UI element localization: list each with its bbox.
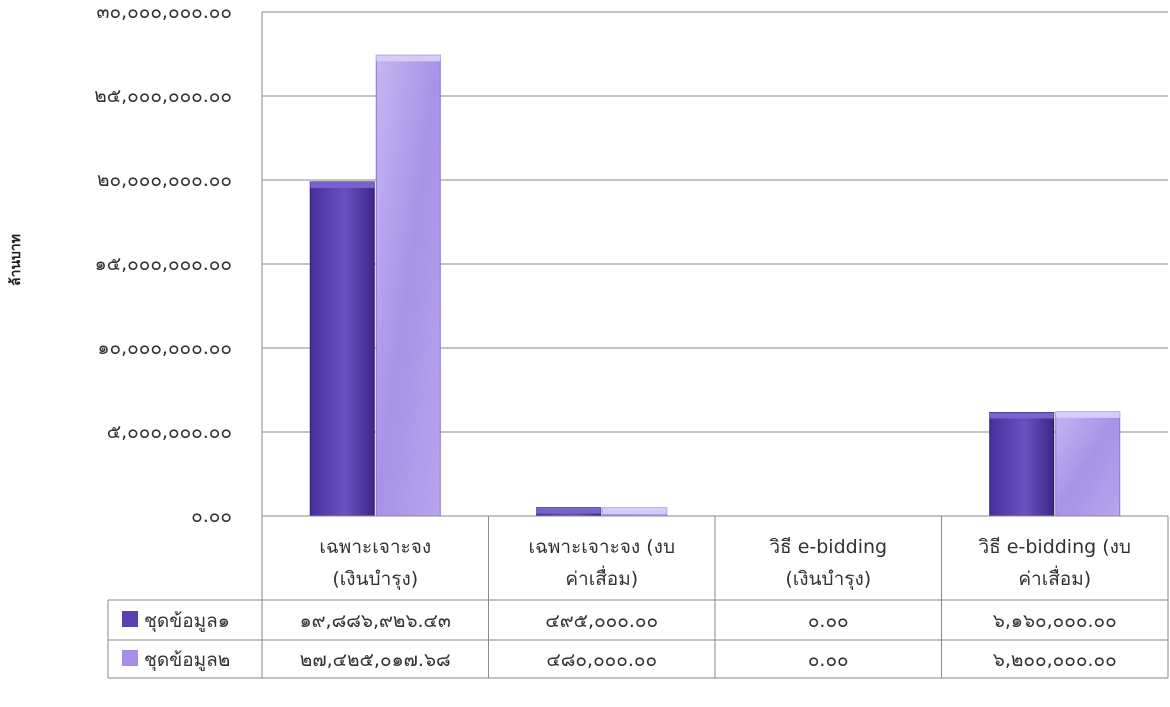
y-axis: ๐.๐๐ ๕,๐๐๐,๐๐๐.๐๐ ๑๐,๐๐๐,๐๐๐.๐๐ ๑๕,๐๐๐,๐๐๐.… (94, 1, 232, 527)
y-tick-label: ๒๕,๐๐๐,๐๐๐.๐๐ (94, 85, 232, 107)
bars (310, 55, 1120, 516)
data-table: เฉพาะเจาะจง (เงินบำรุง) เฉพาะเจาะจง (งบค่า… (108, 516, 1168, 678)
category-label: ค่าเสื่อม) (1018, 565, 1091, 590)
category-label: ค่าเสื่อม) (565, 565, 638, 590)
bar-body (310, 182, 374, 516)
legend-label: ชุดข้อมูล๑ (144, 610, 230, 633)
bar-top (537, 508, 601, 514)
bar-top (376, 55, 440, 61)
category-label: เฉพาะเจาะจง (319, 536, 431, 558)
y-tick-label: ๐.๐๐ (191, 505, 232, 527)
data-label: ๖,๑๖๐,๐๐๐.๐๐ (993, 610, 1117, 632)
category-label: เฉพาะเจาะจง (งบ (528, 536, 675, 558)
data-label: ๔๙๕,๐๐๐.๐๐ (545, 610, 658, 632)
category-label: วิธี e-bidding (769, 536, 887, 558)
bar (537, 508, 601, 516)
y-tick-label: ๒๐,๐๐๐,๐๐๐.๐๐ (97, 169, 232, 191)
bar (1056, 412, 1120, 516)
data-label: ๐.๐๐ (808, 610, 849, 632)
category-label: (เงินบำรุง) (332, 568, 418, 591)
bar-top (603, 508, 667, 514)
bar-top (1056, 412, 1120, 418)
data-label: ๐.๐๐ (808, 649, 849, 671)
bar-top (310, 182, 374, 188)
bar-body (376, 55, 440, 516)
bar-body (1056, 412, 1120, 516)
legend-label: ชุดข้อมูล๒ (144, 649, 230, 672)
bar-top (990, 413, 1054, 419)
data-label: ๑๙,๘๘๖,๙๒๖.๔๓ (300, 610, 451, 632)
y-tick-label: ๑๕,๐๐๐,๐๐๐.๐๐ (95, 253, 232, 275)
y-tick-label: ๓๐,๐๐๐,๐๐๐.๐๐ (97, 1, 232, 23)
data-label: ๖,๒๐๐,๐๐๐.๐๐ (993, 649, 1117, 671)
legend-swatch (122, 611, 138, 627)
bar-body (990, 413, 1054, 516)
category-label: วิธี e-bidding (งบ (978, 536, 1131, 558)
y-tick-label: ๑๐,๐๐๐,๐๐๐.๐๐ (97, 337, 232, 359)
legend-swatch (122, 650, 138, 666)
bar (310, 182, 374, 516)
category-label: (เงินบำรุง) (785, 568, 871, 591)
bar (990, 413, 1054, 516)
data-label: ๒๗,๔๒๕,๐๑๗.๖๘ (300, 649, 451, 671)
bar (376, 55, 440, 516)
y-tick-label: ๕,๐๐๐,๐๐๐.๐๐ (107, 421, 232, 443)
bar (603, 508, 667, 516)
y-axis-title: ล้านบาท (8, 234, 24, 286)
data-label: ๔๘๐,๐๐๐.๐๐ (546, 649, 657, 671)
